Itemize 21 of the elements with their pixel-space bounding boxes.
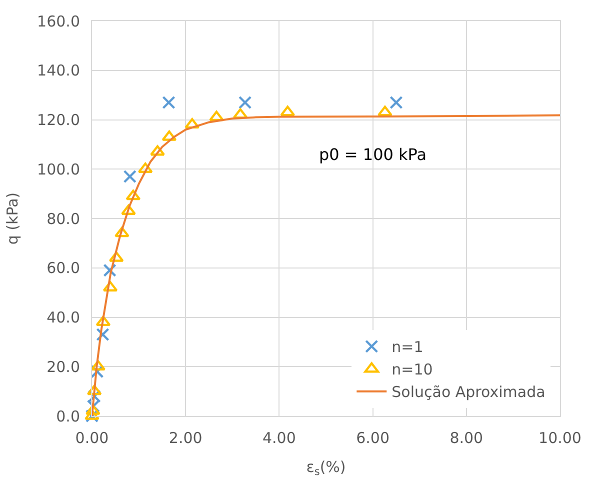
x-tick-label: 8.00 xyxy=(450,429,484,447)
x-tick-label: 2.00 xyxy=(168,429,202,447)
y-tick-label: 160.0 xyxy=(37,12,80,30)
x-tick-label: 4.00 xyxy=(262,429,296,447)
annotation: p0 = 100 kPa xyxy=(319,145,427,164)
y-tick-label: 20.0 xyxy=(46,358,80,376)
y-tick-label: 60.0 xyxy=(46,259,80,278)
y-tick-label: 0.0 xyxy=(56,407,80,426)
x-tick-label: 0.00 xyxy=(75,429,109,447)
y-tick-label: 140.0 xyxy=(37,62,80,80)
legend-label: n=10 xyxy=(392,360,433,379)
y-tick-label: 80.0 xyxy=(46,210,80,228)
x-axis-title: ε$_{s}$(%) xyxy=(306,458,346,478)
x-tick-label: 6.00 xyxy=(356,429,390,447)
y-axis-title: q (kPa) xyxy=(3,192,22,245)
y-tick-label: 100.0 xyxy=(37,160,80,178)
y-tick-label: 120.0 xyxy=(37,111,80,129)
legend-label: Solução Aproximada xyxy=(392,383,546,402)
legend-label: n=1 xyxy=(392,338,424,356)
x-tick-label: 10.00 xyxy=(538,429,582,447)
y-tick-label: 40.0 xyxy=(46,308,80,326)
